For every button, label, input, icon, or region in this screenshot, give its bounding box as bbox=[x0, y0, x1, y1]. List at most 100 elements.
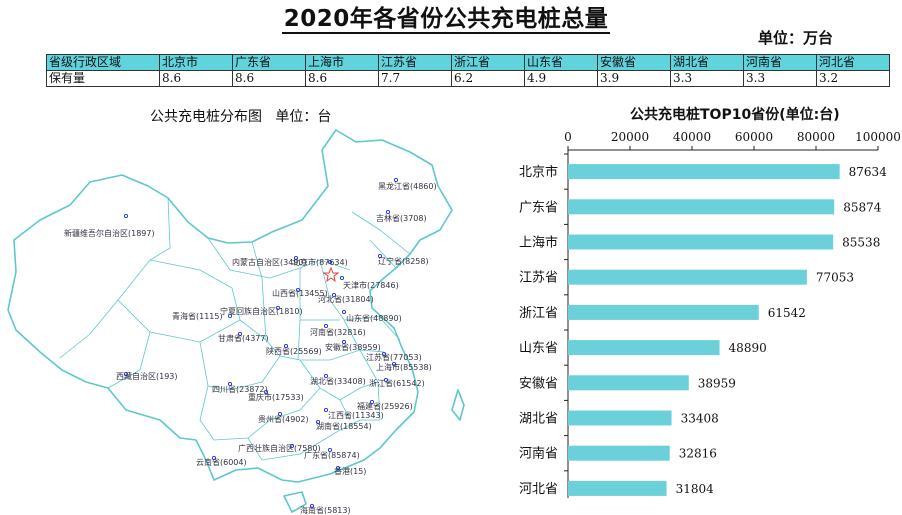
bar-value-label: 33408 bbox=[681, 412, 719, 426]
summary-province: 北京市 bbox=[159, 54, 233, 71]
province-label: 西藏自治区(193) bbox=[116, 371, 178, 381]
province-dot bbox=[315, 419, 321, 425]
summary-table: 省级行政区域 北京市 广东省 上海市 江苏省 浙江省 山东省 安徽省 湖北省 河… bbox=[46, 54, 890, 87]
taiwan-border bbox=[451, 389, 465, 421]
province-label: 辽宁省(8258) bbox=[378, 256, 429, 266]
summary-province: 浙江省 bbox=[451, 54, 525, 71]
bar-value-label: 31804 bbox=[676, 482, 715, 496]
province-label: 上海市(85538) bbox=[376, 362, 432, 372]
province-dot bbox=[227, 381, 233, 387]
province-label: 山西省(13455) bbox=[272, 288, 328, 298]
province-dot bbox=[237, 331, 243, 337]
province-dot bbox=[341, 309, 347, 315]
province-dot bbox=[295, 287, 301, 293]
province-label: 江西省(11343) bbox=[328, 410, 384, 420]
province-borders bbox=[59, 197, 411, 461]
province-dot bbox=[309, 503, 315, 509]
province-label: 安徽省(38959) bbox=[325, 342, 381, 352]
unit-label: 单位：万台 bbox=[758, 29, 834, 47]
province-dot bbox=[293, 255, 299, 261]
province-dot bbox=[369, 399, 375, 405]
province-label: 福建省(25926) bbox=[357, 401, 413, 411]
province-labels: 黑龙江省(4860) 吉林省(3708) 新疆维吾尔自治区(1897) 内蒙古自治区(… bbox=[64, 181, 437, 515]
province-label: 广东省(85874) bbox=[304, 450, 360, 460]
province-dot bbox=[335, 465, 341, 471]
province-label: 河北省(31804) bbox=[318, 294, 374, 304]
x-tick-label: 80000 bbox=[797, 130, 835, 144]
category-label: 浙江省 bbox=[519, 306, 558, 321]
category-label: 安徽省 bbox=[519, 376, 558, 391]
province-label: 吉林省(3708) bbox=[376, 213, 427, 223]
x-tick-label: 100000 bbox=[855, 130, 900, 144]
bar-value-label: 38959 bbox=[698, 376, 736, 390]
map-title: 公共充电桩分布图 单位：台 bbox=[150, 106, 331, 126]
category-label: 北京市 bbox=[519, 164, 558, 180]
bar bbox=[568, 199, 835, 215]
summary-province: 安徽省 bbox=[597, 54, 671, 71]
hainan-border bbox=[283, 491, 307, 513]
province-label: 广西壮族自治区(7580) bbox=[238, 443, 321, 453]
province-label: 香港(15) bbox=[334, 466, 366, 476]
province-label: 新疆维吾尔自治区(1897) bbox=[64, 228, 155, 238]
province-label: 浙江省(61542) bbox=[369, 378, 425, 388]
province-dot bbox=[283, 343, 289, 349]
province-dot bbox=[211, 455, 217, 461]
province-dot bbox=[123, 371, 129, 377]
province-label: 内蒙古自治区(3490) bbox=[232, 257, 307, 267]
bar bbox=[568, 164, 840, 180]
x-tick-label: 60000 bbox=[735, 130, 773, 144]
bar-value-label: 85874 bbox=[843, 200, 882, 214]
category-label: 山东省 bbox=[519, 341, 558, 356]
province-dot bbox=[123, 213, 129, 219]
bar-value-label: 77053 bbox=[816, 271, 854, 285]
bar-value-label: 61542 bbox=[768, 306, 806, 320]
province-label: 江苏省(77053) bbox=[366, 352, 422, 362]
province-label: 陕西省(25569) bbox=[266, 346, 322, 356]
province-dot bbox=[323, 323, 329, 329]
bar bbox=[568, 234, 834, 250]
bar-value-label: 87634 bbox=[849, 165, 888, 179]
x-tick-label: 20000 bbox=[611, 130, 649, 144]
province-dot bbox=[377, 253, 383, 259]
province-label: 四川省(23872) bbox=[212, 384, 268, 394]
category-label: 广东省 bbox=[519, 200, 558, 215]
province-dot bbox=[393, 177, 399, 183]
summary-province: 上海市 bbox=[305, 54, 379, 71]
category-label: 河北省 bbox=[519, 482, 558, 497]
province-dot bbox=[327, 259, 333, 265]
summary-value: 8.6 bbox=[232, 70, 306, 87]
bar-chart: 0 20000 40000 60000 80000 100000 北京市 87634 广东省 8… bbox=[519, 130, 900, 498]
province-label: 重庆市(17533) bbox=[248, 392, 304, 402]
province-label: 天津市(27846) bbox=[343, 280, 399, 290]
province-dots bbox=[123, 177, 399, 509]
province-label: 贵州省(4902) bbox=[258, 414, 309, 424]
province-dot bbox=[341, 339, 347, 345]
page-title-text: 2020年各省份公共充电桩总量 bbox=[281, 6, 611, 34]
map-unit: 单位：台 bbox=[275, 109, 332, 125]
province-label: 湖南省(18554) bbox=[316, 421, 372, 431]
summary-value: 3.2 bbox=[816, 70, 890, 87]
summary-value: 8.6 bbox=[305, 70, 379, 87]
bar-value-label: 48890 bbox=[729, 341, 767, 355]
x-tick-label: 40000 bbox=[673, 130, 711, 144]
category-label: 江苏省 bbox=[519, 270, 558, 286]
bar bbox=[568, 340, 720, 356]
summary-province: 江苏省 bbox=[378, 54, 452, 71]
bar-chart-title: 公共充电桩TOP10省份(单位:台) bbox=[630, 107, 840, 123]
province-dot bbox=[323, 407, 329, 413]
summary-value: 3.3 bbox=[670, 70, 744, 87]
bar bbox=[568, 445, 670, 461]
province-label: 山东省(48890) bbox=[346, 313, 402, 323]
summary-province: 河南省 bbox=[743, 54, 817, 71]
province-label: 甘肃省(4377) bbox=[218, 333, 269, 343]
summary-value: 6.2 bbox=[451, 70, 525, 87]
summary-province: 广东省 bbox=[232, 54, 306, 71]
bar-chart-rows: 北京市 87634 广东省 85874 上海市 85538 江苏省 77053 浙江省 61542… bbox=[519, 153, 888, 497]
bar bbox=[568, 269, 807, 285]
province-label: 青海省(1115) bbox=[172, 311, 223, 321]
summary-value: 3.3 bbox=[743, 70, 817, 87]
bar bbox=[568, 410, 672, 426]
summary-row-label: 保有量 bbox=[46, 70, 160, 87]
province-dot bbox=[391, 361, 397, 367]
summary-province: 湖北省 bbox=[670, 54, 744, 71]
